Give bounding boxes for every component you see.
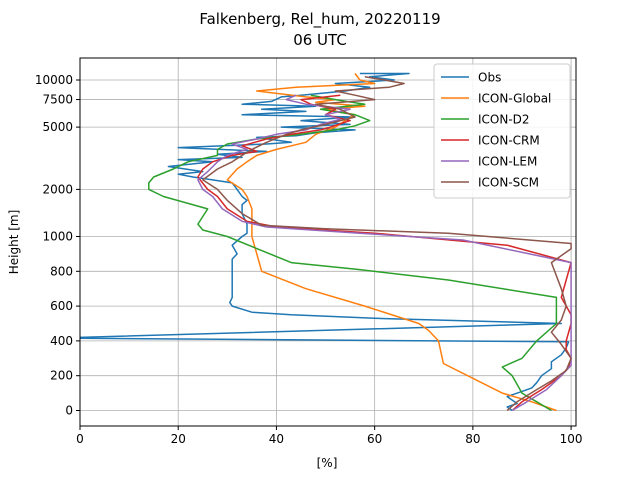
y-tick-label: 2000	[42, 182, 73, 196]
legend-label: Obs	[478, 71, 501, 85]
chart-subtitle: 06 UTC	[293, 31, 347, 49]
y-axis-label: Height [m]	[7, 210, 21, 275]
x-tick-label: 20	[171, 432, 186, 446]
y-axis-ticks: 0 200 400 600 800 1000 2000 5000 7500 10000	[35, 73, 80, 418]
plot-frame	[79, 57, 577, 427]
legend-label: ICON-CRM	[478, 134, 540, 148]
chart-title: Falkenberg, Rel_hum, 20220119	[199, 10, 440, 29]
series-line-icon-crm	[197, 94, 572, 412]
x-tick-label: 80	[465, 432, 480, 446]
y-tick-label: 800	[50, 264, 73, 278]
legend-label: ICON-SCM	[478, 176, 539, 190]
legend-label: ICON-Global	[478, 92, 551, 106]
plot-series	[80, 72, 572, 412]
series-line-obs	[80, 72, 570, 412]
x-tick-label: 40	[269, 432, 284, 446]
y-tick-label: 7500	[42, 93, 73, 107]
x-tick-label: 60	[367, 432, 382, 446]
x-axis-label: [%]	[317, 456, 338, 470]
series-line-icon-d2	[148, 94, 558, 412]
series-line-icon-scm	[202, 75, 572, 412]
y-tick-label: 5000	[42, 120, 73, 134]
y-tick-label: 600	[50, 299, 73, 313]
y-tick-label: 10000	[35, 73, 73, 87]
y-tick-label: 1000	[42, 230, 73, 244]
x-axis-ticks: 0 20 40 60 80 100	[76, 426, 583, 446]
y-tick-label: 200	[50, 369, 73, 383]
legend-label: ICON-LEM	[478, 155, 537, 169]
x-tick-label: 0	[76, 432, 84, 446]
x-tick-label: 100	[560, 432, 583, 446]
y-tick-label: 0	[65, 404, 73, 418]
series-line-icon-lem	[197, 94, 572, 412]
y-tick-label: 400	[50, 334, 73, 348]
legend: Obs ICON-Global ICON-D2 ICON-CRM ICON-LEM ICO…	[433, 63, 571, 199]
legend-label: ICON-D2	[478, 113, 530, 127]
